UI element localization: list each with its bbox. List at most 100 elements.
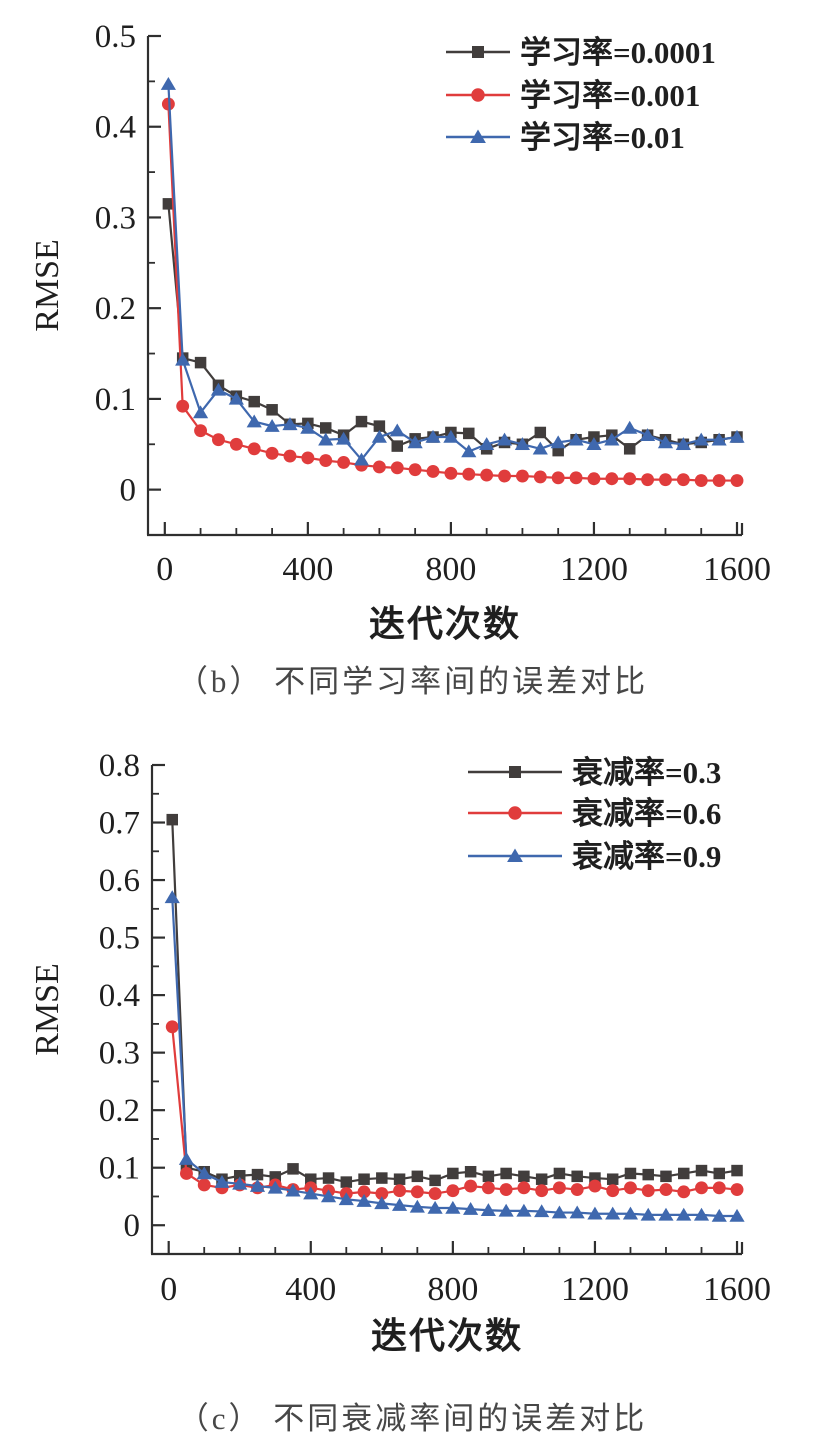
y-tick-label: 0 bbox=[124, 1208, 141, 1244]
data-point-marker bbox=[533, 470, 547, 484]
data-point-marker bbox=[677, 1185, 691, 1199]
data-point-marker bbox=[443, 429, 459, 443]
x-axis-title: 迭代次数 bbox=[369, 604, 521, 644]
y-tick-label: 0.1 bbox=[95, 382, 136, 418]
data-point-marker bbox=[731, 1164, 743, 1177]
data-point-marker bbox=[535, 1184, 549, 1198]
y-tick-label: 0.5 bbox=[99, 921, 140, 957]
data-point-marker bbox=[461, 444, 477, 458]
data-point-marker bbox=[622, 1206, 639, 1220]
data-point-marker bbox=[480, 468, 494, 482]
y-tick-label: 0.6 bbox=[99, 863, 140, 899]
data-point-marker bbox=[695, 1164, 708, 1177]
y-tick-label: 0.1 bbox=[99, 1151, 140, 1187]
data-point-marker bbox=[694, 474, 708, 488]
y-axis-title: RMSE bbox=[29, 239, 66, 332]
axes bbox=[146, 36, 744, 537]
data-point-marker bbox=[480, 1203, 496, 1217]
data-point-marker bbox=[641, 473, 655, 487]
series-line-0 bbox=[167, 203, 738, 452]
data-point-marker bbox=[463, 1201, 479, 1215]
data-point-marker bbox=[676, 473, 690, 487]
data-point-marker bbox=[642, 1168, 654, 1181]
data-point-marker bbox=[408, 463, 422, 477]
legend: 衰减率=0.3 衰减率=0.6 衰减率=0.9 bbox=[468, 755, 721, 874]
x-tick-label: 0 bbox=[160, 1271, 177, 1308]
x-axis: 0 400 800 1200 1600 bbox=[160, 1241, 771, 1308]
data-point-marker bbox=[532, 441, 548, 455]
legend-item-0: 学习率=0.0001 bbox=[446, 35, 716, 70]
y-tick-label: 0.8 bbox=[99, 748, 140, 784]
data-point-marker bbox=[371, 429, 387, 443]
data-point-marker bbox=[376, 1172, 388, 1184]
data-point-marker bbox=[214, 1174, 230, 1188]
data-point-marker bbox=[693, 432, 709, 446]
legend-label: 学习率=0.001 bbox=[520, 78, 700, 113]
data-point-marker bbox=[482, 1170, 495, 1183]
y-tick-label: 0 bbox=[120, 473, 137, 509]
data-point-marker bbox=[498, 1203, 514, 1217]
caption-c: （c） 不同衰减率间的误差对比 bbox=[177, 1401, 648, 1436]
data-point-marker bbox=[233, 1170, 246, 1182]
data-point-marker bbox=[428, 1187, 442, 1201]
data-point-marker bbox=[444, 466, 458, 480]
data-point-marker bbox=[675, 437, 691, 451]
data-point-marker bbox=[676, 1207, 692, 1221]
caption-b: （b） 不同学习率间的误差对比 bbox=[176, 664, 649, 699]
data-point-marker bbox=[180, 1167, 193, 1180]
data-point-marker bbox=[194, 424, 208, 438]
legend-item-0: 衰减率=0.3 bbox=[468, 755, 721, 790]
data-point-marker bbox=[711, 432, 727, 446]
data-point-marker bbox=[407, 435, 423, 449]
data-point-marker bbox=[375, 1187, 389, 1201]
legend-marker bbox=[508, 806, 522, 820]
series-0 bbox=[166, 813, 743, 1188]
data-point-marker bbox=[514, 437, 531, 451]
data-point-marker bbox=[265, 446, 279, 460]
legend-label: 衰减率=0.9 bbox=[572, 839, 721, 874]
data-point-marker bbox=[393, 1184, 407, 1198]
data-point-marker bbox=[552, 444, 564, 457]
y-axis-title: RMSE bbox=[29, 963, 66, 1056]
legend-marker bbox=[509, 766, 521, 778]
data-point-marker bbox=[301, 451, 315, 465]
data-point-marker bbox=[248, 395, 260, 408]
data-point-marker bbox=[303, 1186, 319, 1200]
data-point-marker bbox=[568, 432, 584, 446]
data-point-marker bbox=[659, 473, 672, 487]
series-1 bbox=[161, 97, 744, 488]
x-tick-label: 0 bbox=[156, 551, 173, 588]
data-point-marker bbox=[178, 1151, 195, 1165]
legend-marker bbox=[470, 129, 486, 143]
data-point-marker bbox=[319, 422, 332, 434]
data-point-marker bbox=[228, 391, 244, 405]
data-point-marker bbox=[712, 1181, 726, 1195]
data-point-marker bbox=[711, 1208, 727, 1222]
data-point-marker bbox=[551, 471, 565, 485]
data-point-marker bbox=[264, 418, 280, 432]
data-point-marker bbox=[571, 1170, 583, 1183]
data-point-marker bbox=[570, 1183, 584, 1197]
x-tick-label: 800 bbox=[425, 551, 476, 588]
data-point-marker bbox=[586, 437, 602, 451]
data-point-marker bbox=[267, 1180, 283, 1194]
data-point-marker bbox=[320, 1189, 337, 1203]
data-point-marker bbox=[393, 1173, 406, 1185]
y-tick-label: 0.2 bbox=[99, 1093, 140, 1129]
data-point-marker bbox=[587, 472, 601, 486]
data-point-marker bbox=[624, 1167, 637, 1180]
data-point-marker bbox=[606, 1184, 620, 1198]
data-point-marker bbox=[496, 432, 513, 446]
x-axis-title: 迭代次数 bbox=[371, 1316, 523, 1356]
data-point-marker bbox=[356, 1193, 372, 1207]
legend-item-1: 衰减率=0.6 bbox=[468, 796, 721, 831]
legend: 学习率=0.0001 学习率=0.001 学习率=0.01 bbox=[446, 35, 716, 155]
legend-label: 学习率=0.01 bbox=[520, 120, 685, 155]
data-point-marker bbox=[553, 1167, 566, 1180]
y-axis: 0 0.1 0.2 0.3 0.4 0.5 bbox=[95, 19, 161, 509]
data-point-marker bbox=[246, 414, 262, 428]
data-point-marker bbox=[282, 417, 298, 431]
data-point-marker bbox=[166, 813, 178, 826]
legend-label: 衰减率=0.3 bbox=[572, 755, 721, 790]
data-point-marker bbox=[623, 443, 636, 455]
